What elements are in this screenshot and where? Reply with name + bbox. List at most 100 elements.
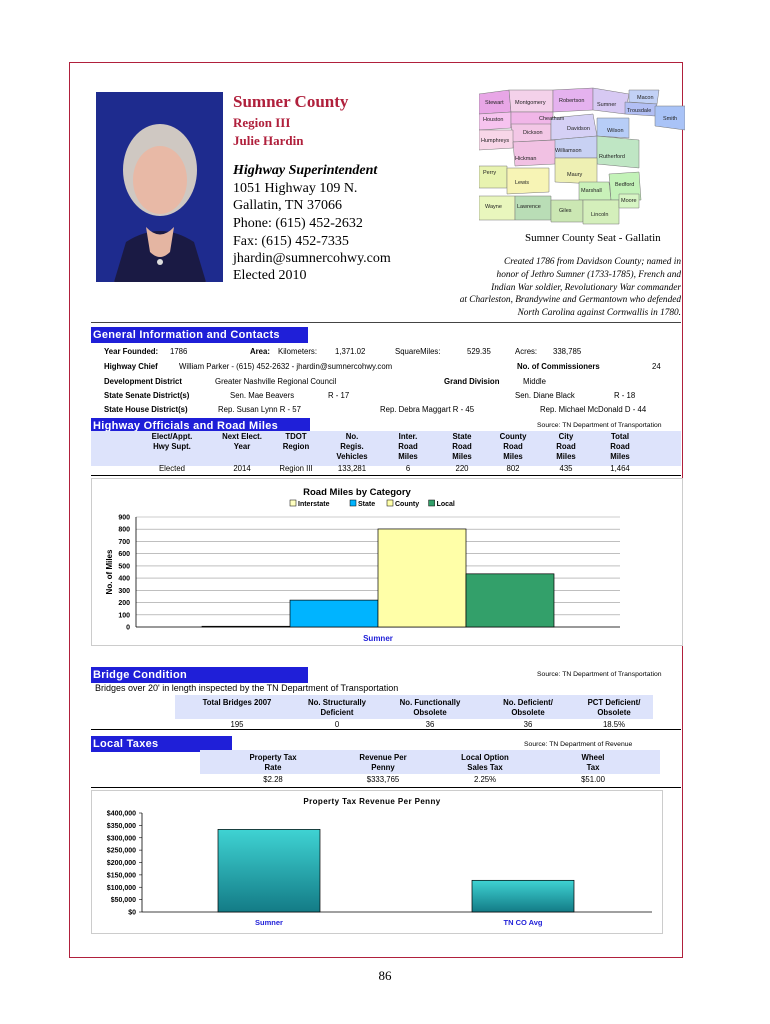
state-house-label: State House District(s) <box>104 405 188 414</box>
officials-cell-2: Region III <box>279 464 313 473</box>
officials-cell-1: 2014 <box>233 464 251 473</box>
legend-swatch-2 <box>386 499 394 507</box>
taxes-cell-3: $51.00 <box>581 775 605 784</box>
bridge-header: Bridge Condition <box>91 667 308 683</box>
legend-label-2: County <box>395 501 419 508</box>
bridge-table-header <box>175 695 653 719</box>
officials-table-header <box>91 431 681 466</box>
grand-division-value: Middle <box>523 377 546 386</box>
map-label-perry: Perry <box>483 170 496 176</box>
taxes-source: Source: TN Department of Revenue <box>524 741 633 748</box>
taxes-header-0-1: Rate <box>264 763 282 772</box>
revenue-ytick-0: $400,000 <box>107 811 136 818</box>
year-founded-value: 1786 <box>170 347 188 356</box>
map-caption: Sumner County Seat - Gallatin <box>525 232 661 244</box>
representative-3: Rep. Michael McDonald D - 44 <box>540 405 647 414</box>
representative-1: Rep. Susan Lynn R - 57 <box>218 405 301 414</box>
officials-header-6-2: Miles <box>503 452 523 461</box>
map-label-moore: Moore <box>621 198 637 204</box>
map-label-wilson: Wilson <box>607 128 624 134</box>
taxes-cell-2: 2.25% <box>473 775 497 784</box>
address-line-1: 1051 Highway 109 N. <box>233 181 358 196</box>
bridge-cell-0: 195 <box>230 720 244 729</box>
map-label-macon: Macon <box>637 95 654 101</box>
revenue-bar-0 <box>217 829 321 913</box>
officials-header-0-0: Elect/Appt. <box>151 432 193 441</box>
legend-label-1: State <box>358 501 375 508</box>
officials-header-1-1: Year <box>233 442 251 451</box>
legend-label-0: Interstate <box>298 501 330 508</box>
role-title: Highway Superintendent <box>233 163 378 178</box>
revenue-ytick-3: $250,000 <box>107 848 136 855</box>
revenue-ytick-6: $100,000 <box>107 885 136 892</box>
officials-header: Highway Officials and Road Miles <box>91 418 310 434</box>
road-chart-title: Road Miles by Category <box>303 487 411 498</box>
map-label-lawrence: Lawrence <box>517 204 541 210</box>
email-address: jhardin@sumnercohwy.com <box>233 251 391 266</box>
map-label-humphreys: Humphreys <box>481 138 509 144</box>
general-info-header: General Information and Contacts <box>91 327 308 343</box>
taxes-header-2-0: Local Option <box>461 753 509 762</box>
road-bar-state <box>289 599 379 628</box>
revenue-ytick-2: $300,000 <box>107 835 136 842</box>
section-divider <box>91 322 681 323</box>
local-taxes-header: Local Taxes <box>91 736 232 752</box>
officials-header-5-1: Road <box>452 442 472 451</box>
revenue-ytick-1: $350,000 <box>107 823 136 830</box>
officials-header-8-2: Miles <box>610 452 630 461</box>
map-label-rutherford: Rutherford <box>599 154 625 160</box>
highway-chief-label: Highway Chief <box>104 362 158 371</box>
bridge-header-1-1: Deficient <box>320 708 354 717</box>
road-ytick-3: 600 <box>118 551 130 558</box>
officials-cell-8: 1,464 <box>610 464 630 473</box>
road-ytick-6: 300 <box>118 588 130 595</box>
map-label-lewis: Lewis <box>515 180 529 186</box>
revenue-ytick-7: $50,000 <box>111 897 136 904</box>
map-label-sumner: Sumner <box>597 102 616 108</box>
bridge-header-4-1: Obsolete <box>597 708 631 717</box>
road-ytick-5: 400 <box>118 576 130 583</box>
officials-header-5-2: Miles <box>452 452 472 461</box>
senator-2: Sen. Diane Black <box>515 391 575 400</box>
map-label-cheatham: Cheatham <box>539 116 565 122</box>
road-xlabel: Sumner <box>363 634 393 643</box>
map-label-robertson: Robertson <box>559 98 584 104</box>
road-ylabel: No. of Miles <box>105 549 114 594</box>
taxes-table-header <box>200 750 660 774</box>
revenue-ytick-4: $200,000 <box>107 860 136 867</box>
officials-cell-0: Elected <box>158 464 185 473</box>
officials-cell-6: 802 <box>506 464 520 473</box>
officials-cell-7: 435 <box>559 464 573 473</box>
acres-label: Acres: <box>515 347 538 356</box>
revenue-ytick-8: $0 <box>128 910 136 917</box>
development-district-value: Greater Nashville Regional Council <box>215 377 337 386</box>
county-history: Created 1786 from Davidson County; named… <box>381 256 681 320</box>
revenue-bar-1 <box>471 879 575 913</box>
bridge-table-rule <box>91 729 681 730</box>
senator-1: Sen. Mae Beavers <box>230 391 295 400</box>
bridge-header-0-0: Total Bridges 2007 <box>202 698 272 707</box>
officials-header-4-0: Inter. <box>398 432 418 441</box>
phone-number: Phone: (615) 452-2632 <box>233 216 363 231</box>
officials-cell-5: 220 <box>455 464 469 473</box>
address-line-2: Gallatin, TN 37066 <box>233 198 343 213</box>
road-ytick-8: 100 <box>118 612 130 619</box>
fax-number: Fax: (615) 452-7335 <box>233 234 349 249</box>
senator-2-district: R - 18 <box>614 391 636 400</box>
superintendent-photo <box>96 92 223 282</box>
bridge-header-3-1: Obsolete <box>511 708 545 717</box>
bridge-cell-3: 36 <box>523 720 533 729</box>
legend-swatch-1 <box>349 499 357 507</box>
bridge-header-2-1: Obsolete <box>413 708 447 717</box>
revenue-xtick-1: TN CO Avg <box>503 918 542 927</box>
map-label-davidson: Davidson <box>567 126 590 132</box>
bridge-cell-2: 36 <box>425 720 435 729</box>
bridge-cell-1: 0 <box>334 720 340 729</box>
officials-header-7-1: Road <box>556 442 576 451</box>
taxes-header-1-0: Revenue Per <box>359 753 407 762</box>
taxes-header-1-1: Penny <box>371 763 395 772</box>
elected-year: Elected 2010 <box>233 268 307 283</box>
map-label-maury: Maury <box>567 172 583 178</box>
square-miles-value: 529.35 <box>467 347 491 356</box>
history-line-5: North Carolina against Cornwallis in 178… <box>517 308 681 319</box>
